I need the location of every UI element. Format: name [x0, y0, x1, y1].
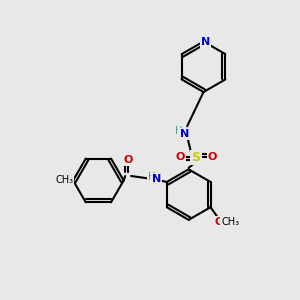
- Text: H: H: [148, 172, 156, 182]
- Text: O: O: [208, 152, 217, 162]
- Text: O: O: [215, 217, 224, 227]
- Text: H: H: [175, 126, 182, 136]
- Text: N: N: [201, 37, 210, 46]
- Text: N: N: [180, 129, 189, 139]
- Text: N: N: [152, 174, 161, 184]
- Text: CH₃: CH₃: [221, 217, 239, 227]
- Text: CH₃: CH₃: [55, 176, 73, 185]
- Text: O: O: [123, 155, 133, 165]
- Text: S: S: [192, 151, 201, 164]
- Text: O: O: [175, 152, 184, 162]
